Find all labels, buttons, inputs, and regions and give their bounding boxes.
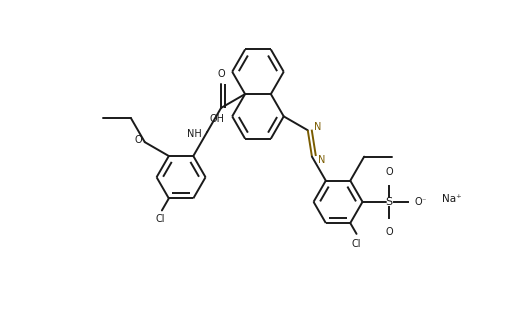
Text: O: O	[385, 167, 393, 177]
Text: NH: NH	[187, 129, 202, 139]
Text: O: O	[414, 197, 422, 207]
Text: OH: OH	[209, 114, 224, 124]
Text: O: O	[217, 69, 225, 79]
Text: ⁻: ⁻	[421, 196, 426, 205]
Text: N: N	[318, 155, 325, 165]
Text: Cl: Cl	[155, 214, 164, 225]
Text: O: O	[134, 135, 142, 145]
Text: Cl: Cl	[352, 239, 361, 249]
Text: Na⁺: Na⁺	[442, 194, 462, 204]
Text: N: N	[314, 122, 321, 132]
Text: O: O	[385, 227, 393, 237]
Text: S: S	[385, 197, 392, 207]
